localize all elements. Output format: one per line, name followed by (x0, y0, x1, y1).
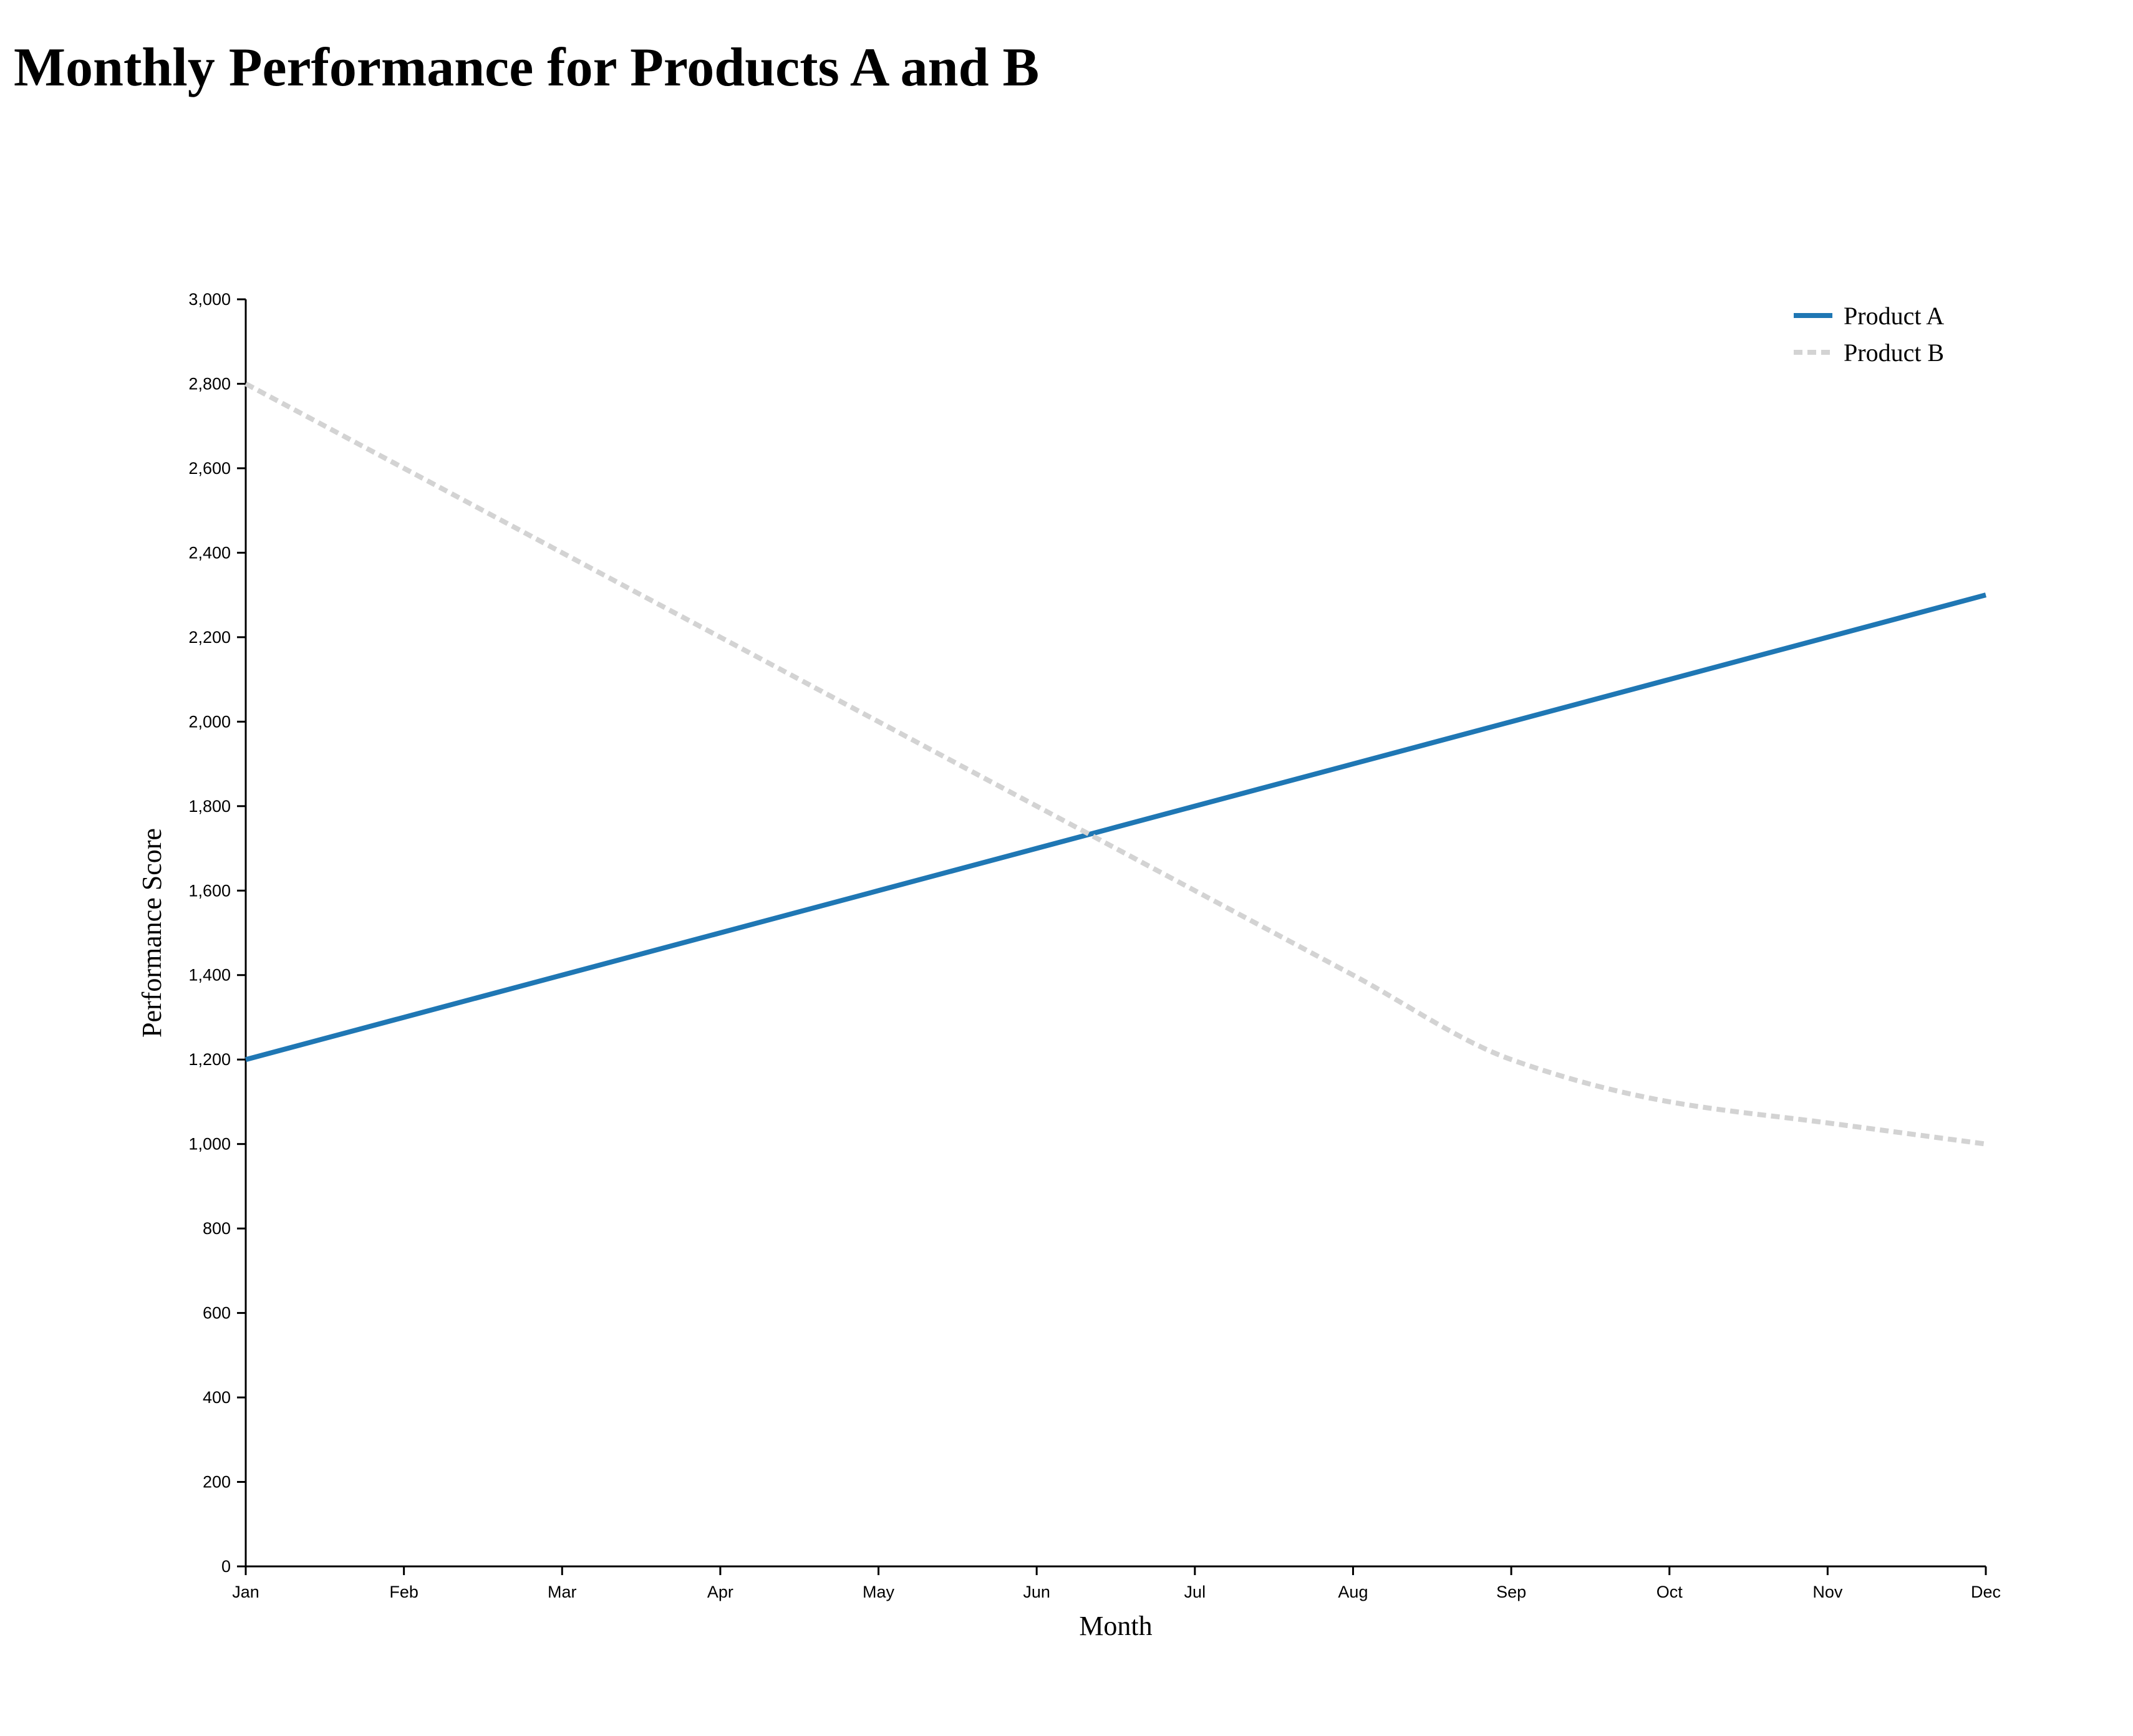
x-tick-label: Apr (707, 1583, 733, 1601)
y-tick-label: 800 (203, 1219, 231, 1238)
x-tick-label: May (863, 1583, 895, 1601)
y-tick-label: 2,400 (188, 543, 231, 562)
series-line-product-a (244, 592, 1987, 1063)
y-tick-label: 1,800 (188, 797, 231, 816)
x-tick-label: Feb (389, 1583, 418, 1601)
x-tick-label: Jul (1184, 1583, 1206, 1601)
x-tick-label: Aug (1338, 1583, 1368, 1601)
x-axis-title: Month (1079, 1611, 1152, 1641)
legend-label: Product B (1844, 339, 1944, 367)
series-line-product-b (244, 381, 1986, 1147)
y-tick-label: 2,000 (188, 712, 231, 731)
x-tick-label: Nov (1812, 1583, 1843, 1601)
series-layer (244, 381, 1987, 1147)
y-tick-label: 1,000 (188, 1135, 231, 1154)
y-axis: 0 200 400 600 800 1,000 1,200 1,400 1,600 1,800 2,… (188, 290, 247, 1576)
y-tick-label: 400 (203, 1388, 231, 1407)
y-tick-label: 1,400 (188, 966, 231, 985)
legend: Product A Product B (1794, 302, 1944, 367)
y-tick-label: 3,000 (188, 290, 231, 309)
x-tick-label: Sep (1496, 1583, 1526, 1601)
x-tick-label: Jan (232, 1583, 259, 1601)
y-tick-label: 2,200 (188, 628, 231, 647)
legend-label: Product A (1844, 302, 1944, 330)
y-axis-title: Performance Score (137, 828, 167, 1038)
y-tick-label: 2,600 (188, 459, 231, 478)
x-tick-label: Oct (1657, 1583, 1683, 1601)
y-tick-label: 2,800 (188, 374, 231, 393)
y-tick-label: 200 (203, 1473, 231, 1492)
x-tick-label: Dec (1971, 1583, 2001, 1601)
y-tick-label: 1,200 (188, 1050, 231, 1069)
x-tick-label: Jun (1023, 1583, 1050, 1601)
y-tick-label: 600 (203, 1304, 231, 1323)
x-tick-label: Mar (548, 1583, 577, 1601)
chart-title: Monthly Performance for Products A and B (14, 37, 1040, 98)
y-tick-label: 1,600 (188, 881, 231, 900)
y-tick-label: 0 (221, 1557, 231, 1576)
x-axis: Jan Feb Mar Apr May Jun Jul Aug Sep Oct Nov Dec (232, 1565, 2001, 1601)
